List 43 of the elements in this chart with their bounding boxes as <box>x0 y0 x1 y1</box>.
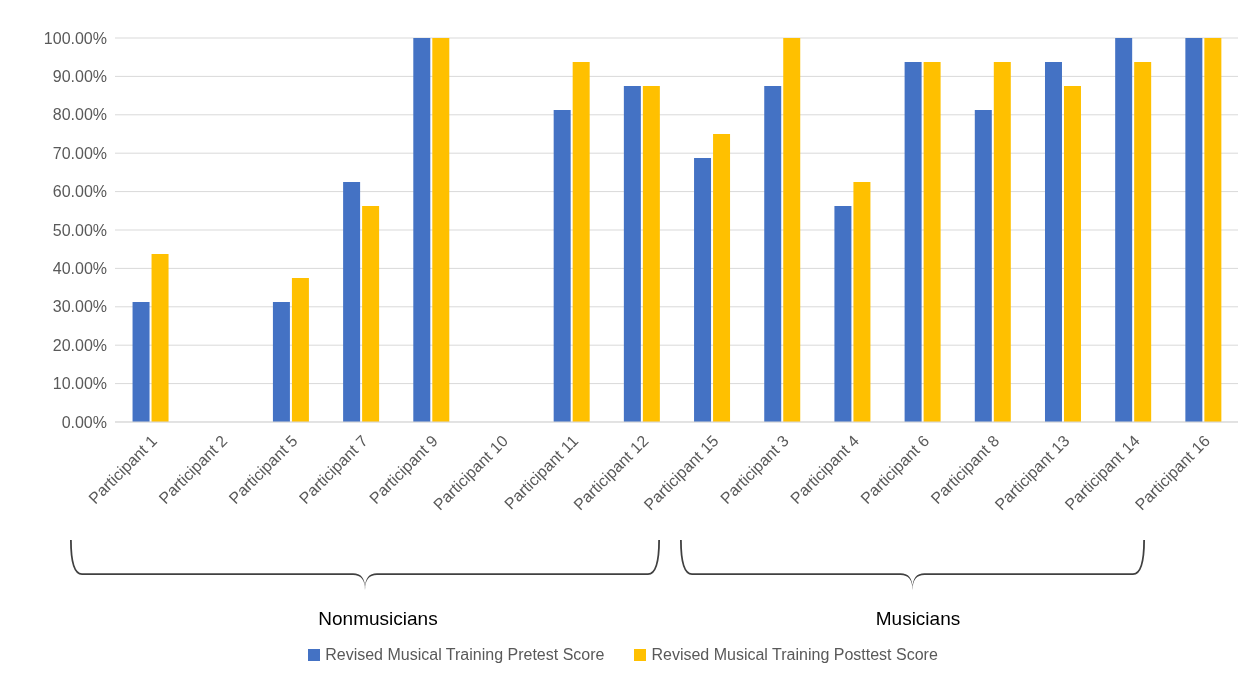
text: Musicians <box>875 608 961 629</box>
y-tick-label: 20.00% <box>52 336 107 354</box>
bar <box>1115 38 1133 422</box>
bar <box>853 182 871 422</box>
y-tick-label: 70.00% <box>52 144 107 162</box>
legend-label: Revised Musical Training Pretest Score <box>324 646 605 664</box>
bar <box>1044 62 1062 422</box>
bar <box>572 62 590 422</box>
bar <box>993 62 1011 422</box>
bar <box>413 38 431 422</box>
bar <box>642 86 660 422</box>
bar <box>713 134 731 422</box>
bar <box>1134 62 1152 422</box>
bar <box>151 254 169 422</box>
bar <box>904 62 922 422</box>
y-tick-label: 40.00% <box>52 260 107 278</box>
y-tick-label: 100.00% <box>43 29 107 47</box>
bar <box>834 206 852 422</box>
bar <box>923 62 941 422</box>
bar <box>362 206 380 422</box>
bar <box>974 110 992 422</box>
text: Nonmusicians <box>318 608 438 629</box>
bar <box>764 86 782 422</box>
bar <box>1063 86 1081 422</box>
y-tick-label: 80.00% <box>52 106 107 124</box>
legend-label: Revised Musical Training Posttest Score <box>650 646 938 664</box>
y-tick-label: 0.00% <box>61 413 107 431</box>
bar <box>432 38 450 422</box>
bar <box>1185 38 1203 422</box>
bar <box>1204 38 1222 422</box>
bar <box>623 86 641 422</box>
bar <box>291 278 309 422</box>
y-tick-label: 90.00% <box>52 68 107 86</box>
bar <box>132 302 150 422</box>
y-tick-label: 10.00% <box>52 375 107 393</box>
bar <box>553 110 571 422</box>
bar <box>694 158 712 422</box>
y-tick-label: 60.00% <box>52 183 107 201</box>
y-tick-label: 50.00% <box>52 221 107 239</box>
bar <box>343 182 361 422</box>
bar <box>783 38 801 422</box>
bar <box>272 302 290 422</box>
y-tick-label: 30.00% <box>52 298 107 316</box>
